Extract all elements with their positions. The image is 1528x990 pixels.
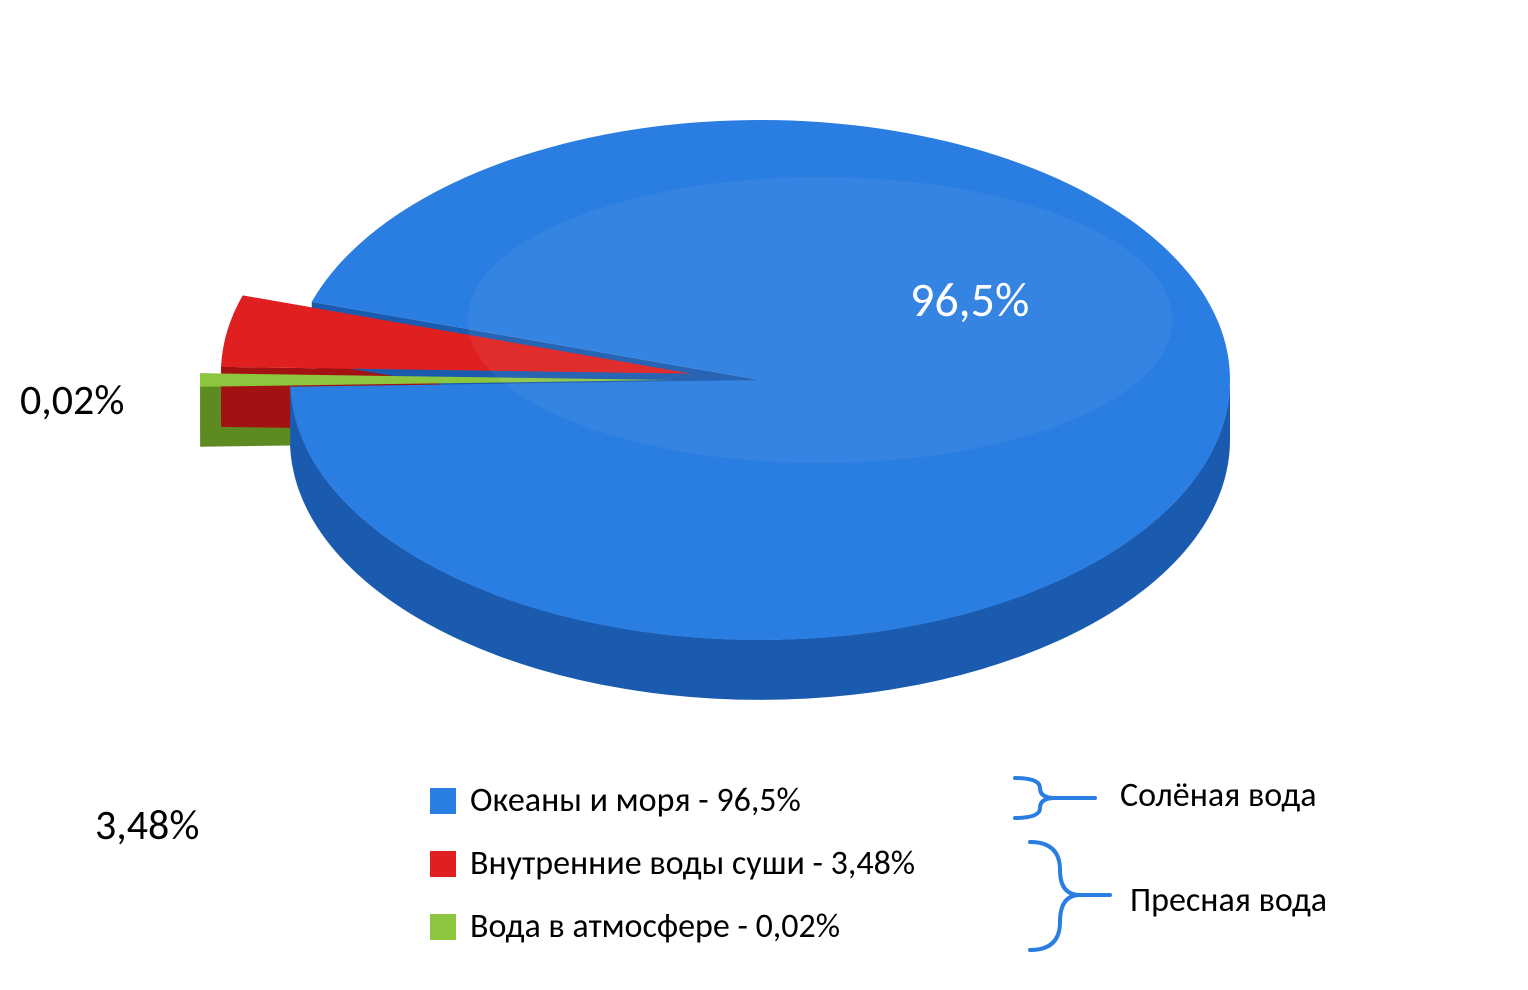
legend: Океаны и моря - 96,5% Внутренние воды су… (430, 780, 915, 969)
legend-item-oceans: Океаны и моря - 96,5% (430, 780, 915, 821)
slice-label-oceans: 96,5% (910, 270, 1029, 329)
legend-item-inland: Внутренние воды суши - 3,48% (430, 843, 915, 884)
pie-chart (0, 0, 1528, 770)
legend-text-oceans: Океаны и моря - 96,5% (470, 780, 801, 821)
legend-item-atmosphere: Вода в атмосфере - 0,02% (430, 906, 915, 947)
slice-label-atmosphere: 0,02% (20, 375, 124, 426)
legend-swatch-atmosphere (430, 914, 456, 940)
bracket-label-fresh: Пресная вода (1130, 880, 1327, 921)
legend-swatch-oceans (430, 788, 456, 814)
legend-text-atmosphere: Вода в атмосфере - 0,02% (470, 906, 840, 947)
chart-stage: 96,5% 0,02% 3,48% Океаны и моря - 96,5% … (0, 0, 1528, 990)
slice-label-inland: 3,48% (95, 800, 199, 851)
legend-text-inland: Внутренние воды суши - 3,48% (470, 843, 915, 884)
bracket-label-salt: Солёная вода (1120, 775, 1317, 816)
legend-swatch-inland (430, 851, 456, 877)
